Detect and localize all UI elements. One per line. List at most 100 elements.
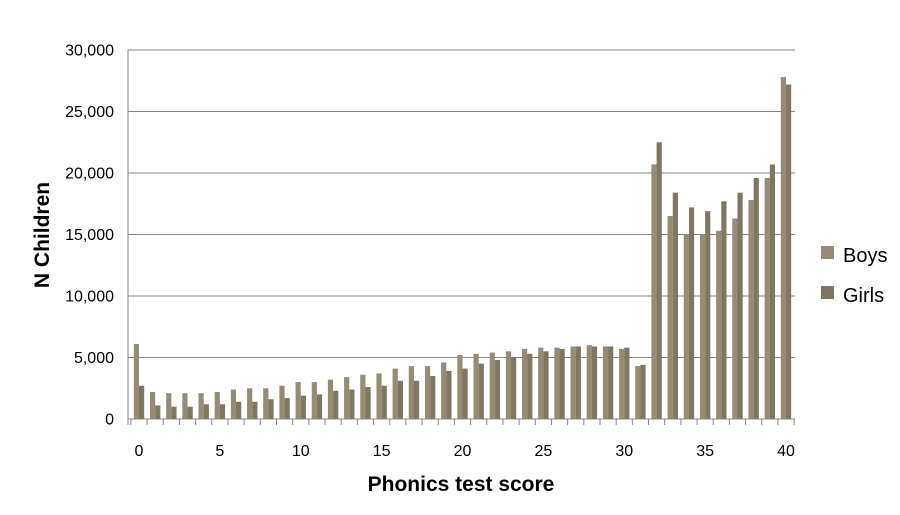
x-tick-label: 10 [292,443,310,460]
y-tick-label: 0 [105,412,114,429]
bar-boys-14 [360,374,366,419]
bar-girls-11 [316,394,323,419]
bar-girls-35 [705,211,711,419]
bar-boys-36 [716,230,722,419]
bar-girls-20 [462,368,468,419]
bar-girls-13 [349,389,355,419]
bar-girls-16 [397,380,403,419]
bar-girls-25 [543,351,549,419]
legend-label-girls: Girls [843,285,884,307]
bar-boys-21 [473,353,479,419]
x-tick-label: 15 [373,443,391,460]
bar-girls-27 [575,346,581,419]
bar-girls-21 [478,363,484,419]
bar-boys-30 [619,348,625,419]
bar-boys-26 [554,347,560,419]
y-tick-label: 15,000 [65,227,114,244]
bar-boys-3 [182,393,188,419]
bar-boys-6 [230,389,237,419]
y-tick-labels: 0 5,000 10,000 15,000 20,000 25,000 30,000 [65,43,114,429]
bar-boys-29 [602,346,609,419]
bar-boys-7 [247,388,253,419]
bar-girls-28 [591,346,598,419]
bar-boys-38 [748,200,754,419]
legend-label-boys: Boys [843,245,887,267]
y-tick-label: 25,000 [65,104,114,121]
bar-boys-4 [198,393,204,419]
bar-boys-20 [457,355,463,419]
bar-boys-31 [635,366,641,419]
bar-boys-0 [133,343,139,419]
bar-girls-39 [769,164,776,419]
bar-girls-31 [640,364,646,419]
bar-boys-34 [683,234,689,419]
bar-girls-33 [672,192,678,419]
bar-boys-32 [651,164,657,419]
y-tick-label: 10,000 [65,289,114,306]
y-tick-label: 5,000 [74,350,114,367]
bar-girls-30 [624,347,630,419]
bar-girls-4 [203,404,209,419]
legend-swatch-boys [821,246,834,259]
bar-girls-14 [365,387,371,419]
y-axis-title: N Children [31,182,54,288]
gridlines [128,49,795,358]
bar-girls-38 [753,177,759,419]
x-tick-label: 40 [777,443,795,460]
bar-girls-37 [737,192,743,419]
bar-boys-25 [538,347,544,419]
bar-girls-5 [219,404,226,419]
y-tick-label: 30,000 [65,43,114,60]
bars [133,77,792,419]
bar-girls-17 [413,380,420,419]
bar-girls-32 [656,142,662,419]
bar-boys-9 [279,385,285,419]
bar-girls-22 [494,359,501,419]
bar-boys-5 [214,391,220,419]
bar-boys-24 [522,348,528,419]
bar-girls-24 [527,353,533,419]
x-tick-label: 30 [615,443,633,460]
legend: Boys Girls [821,245,887,307]
y-tick-label: 20,000 [65,166,114,183]
bar-girls-40 [786,84,792,419]
bar-boys-18 [424,366,431,419]
bar-boys-8 [263,388,269,419]
bar-girls-2 [171,406,177,419]
bar-girls-12 [333,390,339,419]
bar-girls-18 [430,375,436,419]
bar-boys-40 [780,77,786,419]
bar-boys-22 [489,352,495,419]
bar-girls-8 [268,399,274,419]
bar-boys-37 [732,218,738,419]
bar-boys-39 [764,177,770,419]
bar-boys-28 [586,345,592,419]
bar-girls-10 [300,395,306,419]
bar-boys-19 [441,362,447,419]
x-tick-label: 5 [215,443,224,460]
bar-boys-15 [376,373,382,419]
bar-girls-3 [187,406,193,419]
bar-girls-26 [559,348,565,419]
bar-boys-17 [408,366,414,419]
bar-girls-29 [608,346,614,419]
x-axis-title: Phonics test score [368,473,555,496]
bar-girls-6 [236,401,242,419]
bar-boys-35 [699,234,706,419]
bar-boys-23 [505,351,512,419]
bar-girls-23 [511,357,517,419]
bar-boys-10 [295,382,301,419]
bar-boys-11 [311,382,317,419]
bar-girls-9 [284,398,290,419]
bar-boys-27 [570,346,576,419]
x-tick-label: 20 [454,443,472,460]
bar-girls-0 [139,385,145,419]
bar-girls-34 [688,207,695,419]
x-tick-label: 35 [696,443,714,460]
bar-boys-12 [327,379,334,419]
axes [127,50,795,425]
bar-boys-13 [344,377,350,419]
bar-girls-36 [721,201,727,419]
bar-boys-1 [149,391,156,419]
